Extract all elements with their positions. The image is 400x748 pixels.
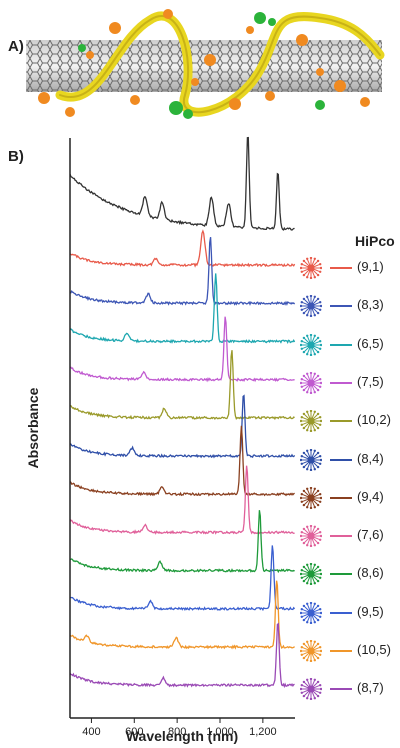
nanotube-icon <box>300 448 322 471</box>
nanotube-icon <box>300 678 322 701</box>
legend-label: (10,5) <box>357 642 391 657</box>
legend-item: (8,7) <box>300 678 400 701</box>
spectrum-line <box>69 136 295 231</box>
legend-swatch <box>330 305 352 308</box>
x-tick-label: 600 <box>125 726 143 738</box>
nanotube-icon <box>300 640 322 662</box>
legend-item: (9,5) <box>300 601 400 624</box>
green-molecules <box>78 12 325 119</box>
x-tick-label: 1,200 <box>249 726 277 738</box>
x-tick-label: 400 <box>82 726 100 738</box>
spectra-series <box>69 136 296 689</box>
legend-swatch <box>330 381 352 384</box>
spectrum-line <box>69 229 296 268</box>
legend-item: (8,4) <box>300 448 400 471</box>
spectrum-line <box>69 465 295 535</box>
legend-item: (8,3) <box>300 295 400 318</box>
spectrum-line <box>69 425 295 497</box>
legend-swatch <box>330 535 352 538</box>
legend-item: (6,5) <box>300 333 400 356</box>
legend-swatch <box>330 611 352 614</box>
legend-label: (8,3) <box>357 297 384 313</box>
nanotube-icon <box>300 525 322 548</box>
nanotube-icon <box>300 333 322 356</box>
spectrum-line <box>69 510 295 574</box>
legend-swatch <box>330 420 352 423</box>
legend-item: (9,1) <box>300 257 400 279</box>
legend-swatch <box>330 650 352 652</box>
panel-a-label: A) <box>8 38 24 55</box>
nanotube-icon <box>300 257 322 279</box>
spectrum-line <box>69 273 296 344</box>
legend-label: (9,5) <box>357 603 384 619</box>
legend-label: (7,6) <box>357 527 384 543</box>
x-tick-label: 800 <box>168 726 186 738</box>
legend-label: (8,7) <box>357 680 384 696</box>
x-ticks: 400 600 800 1,000 1,200 <box>82 718 277 738</box>
nanotube-icon <box>300 486 322 509</box>
legend-swatch <box>330 496 352 499</box>
y-axis-label: Absorbance <box>25 387 41 468</box>
legend-label: (6,5) <box>357 335 384 351</box>
x-axis-label: Wavelength (nm) <box>126 728 238 744</box>
legend-item: (9,4) <box>300 486 400 509</box>
orange-molecules <box>38 9 370 117</box>
legend-swatch <box>330 267 352 269</box>
legend-swatch <box>330 688 352 691</box>
nanotube-icon <box>300 601 322 624</box>
spectrum-line <box>69 350 295 421</box>
legend-title: HiPco <box>355 233 395 249</box>
spectrum-line <box>69 236 296 306</box>
legend-label: (7,5) <box>357 373 384 389</box>
legend-item: (10,2) <box>300 410 400 433</box>
legend-label: (8,4) <box>357 450 384 466</box>
legend-swatch <box>330 343 352 346</box>
legend-label: (9,1) <box>357 259 384 274</box>
legend-swatch <box>330 458 352 461</box>
legend-label: (8,6) <box>357 565 384 581</box>
panel-b-label: B) <box>8 148 24 165</box>
legend-item: (7,6) <box>300 525 400 548</box>
legend-item: (8,6) <box>300 563 400 586</box>
nanotube-icon <box>300 371 322 394</box>
nanotube-illustration <box>26 9 385 119</box>
absorbance-chart: 400 600 800 1,000 1,200 Wavelength (nm) Abso… <box>25 136 296 744</box>
spectrum-line <box>69 394 296 459</box>
x-tick-label: 1,000 <box>206 726 234 738</box>
nanotube-icon <box>300 295 322 318</box>
nanotube-icon <box>300 563 322 586</box>
spectrum-line <box>69 545 296 612</box>
legend-label: (9,4) <box>357 488 384 504</box>
spectrum-line <box>69 580 295 650</box>
legend-item: (7,5) <box>300 371 400 394</box>
nanotube-icon <box>300 410 322 433</box>
spectrum-line <box>69 622 295 689</box>
legend-item: (10,5) <box>300 640 400 662</box>
legend-label: (10,2) <box>357 412 391 428</box>
legend-swatch <box>330 573 352 576</box>
spectrum-line <box>69 316 295 383</box>
